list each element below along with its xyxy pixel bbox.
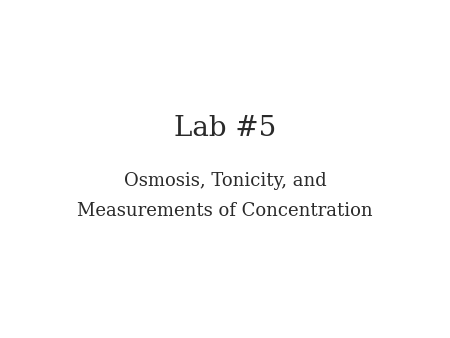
Text: Osmosis, Tonicity, and
Measurements of Concentration: Osmosis, Tonicity, and Measurements of C… <box>77 172 373 220</box>
Text: Lab #5: Lab #5 <box>174 115 276 142</box>
